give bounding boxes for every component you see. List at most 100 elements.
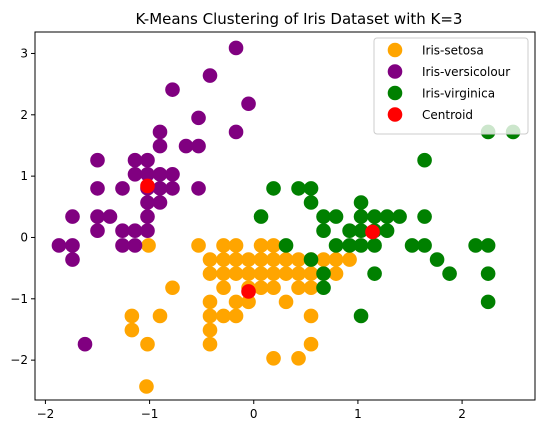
data-point	[417, 152, 432, 168]
y-tick-label: 3	[20, 46, 28, 60]
x-tick-label: −2	[37, 407, 55, 421]
y-tick-label: 0	[20, 230, 28, 244]
data-point	[241, 252, 256, 267]
data-point	[367, 238, 382, 253]
data-point	[216, 266, 231, 281]
data-point	[216, 280, 231, 296]
data-point	[316, 209, 331, 224]
data-point	[241, 294, 256, 310]
legend-label: Iris-versicolour	[422, 65, 510, 79]
data-point	[480, 266, 496, 281]
data-point	[278, 252, 294, 267]
data-point	[139, 379, 154, 394]
data-point	[178, 138, 194, 154]
data-point	[228, 266, 244, 281]
data-point	[417, 238, 432, 253]
y-tick-label: 2	[20, 108, 28, 122]
data-point	[228, 238, 244, 253]
y-tick-label: −2	[10, 353, 28, 367]
x-tick-label: 0	[250, 407, 258, 421]
data-point	[266, 181, 281, 196]
data-point	[140, 223, 155, 239]
data-point	[303, 252, 319, 267]
data-point	[51, 238, 67, 253]
data-point	[152, 195, 168, 210]
data-point	[152, 166, 168, 182]
data-point	[468, 238, 483, 253]
data-point	[303, 181, 319, 196]
data-point	[152, 138, 168, 154]
data-point	[253, 266, 269, 281]
y-tick-label: 1	[20, 169, 28, 183]
chart-title: K-Means Clustering of Iris Dataset with …	[136, 10, 463, 28]
data-point	[165, 82, 180, 97]
data-point	[216, 238, 231, 253]
data-point	[253, 209, 269, 224]
data-point	[127, 238, 143, 253]
data-point	[291, 266, 306, 281]
data-point	[429, 252, 445, 267]
legend-label: Iris-virginica	[422, 87, 495, 101]
data-point	[65, 238, 80, 253]
data-point	[102, 209, 118, 224]
data-point	[379, 223, 395, 239]
data-point	[342, 238, 357, 253]
legend-label: Iris-setosa	[422, 44, 484, 58]
x-tick-label: 2	[458, 407, 466, 421]
series-0	[124, 238, 357, 394]
data-point	[140, 178, 155, 194]
data-point	[253, 252, 269, 267]
data-point	[115, 223, 130, 239]
data-point	[165, 181, 180, 196]
data-point	[266, 280, 281, 296]
data-point	[278, 294, 294, 310]
data-point	[365, 224, 380, 240]
data-point	[367, 266, 382, 281]
data-point	[266, 350, 281, 366]
data-point	[291, 181, 306, 196]
data-point	[353, 238, 369, 253]
series-3	[140, 178, 380, 299]
data-point	[342, 252, 357, 267]
data-point	[291, 280, 306, 296]
data-point	[480, 238, 496, 253]
data-point	[328, 266, 344, 281]
data-point	[127, 152, 143, 168]
data-point	[278, 238, 294, 253]
data-point	[228, 294, 244, 310]
data-point	[353, 308, 369, 324]
data-point	[316, 223, 331, 239]
data-point	[303, 280, 319, 296]
data-point	[303, 308, 319, 324]
data-point	[266, 238, 281, 253]
data-point	[353, 223, 369, 239]
data-point	[278, 266, 294, 281]
data-point	[316, 252, 331, 267]
data-point	[303, 195, 319, 210]
data-point	[202, 336, 218, 352]
data-point	[303, 266, 319, 281]
data-point	[165, 166, 180, 182]
data-point	[124, 308, 140, 324]
axis-ticks: −2 −1 0 1 2 −2 −1 0 1 2 3	[10, 46, 466, 421]
data-point	[228, 124, 244, 140]
data-point	[316, 280, 331, 296]
data-point	[367, 209, 382, 224]
legend-marker	[387, 42, 403, 58]
data-point	[140, 209, 155, 224]
data-point	[90, 209, 105, 224]
data-point	[165, 280, 180, 296]
legend-marker	[387, 85, 403, 101]
data-point	[115, 238, 130, 253]
data-point	[90, 152, 105, 168]
data-point	[140, 166, 155, 182]
data-point	[140, 195, 155, 210]
data-point	[392, 209, 407, 224]
legend-marker	[387, 107, 403, 122]
y-tick-label: −1	[10, 292, 28, 306]
data-point	[127, 223, 143, 239]
data-point	[90, 181, 105, 196]
legend-box	[373, 37, 529, 135]
legend: Iris-setosa Iris-versicolour Iris-virginic…	[373, 37, 529, 135]
